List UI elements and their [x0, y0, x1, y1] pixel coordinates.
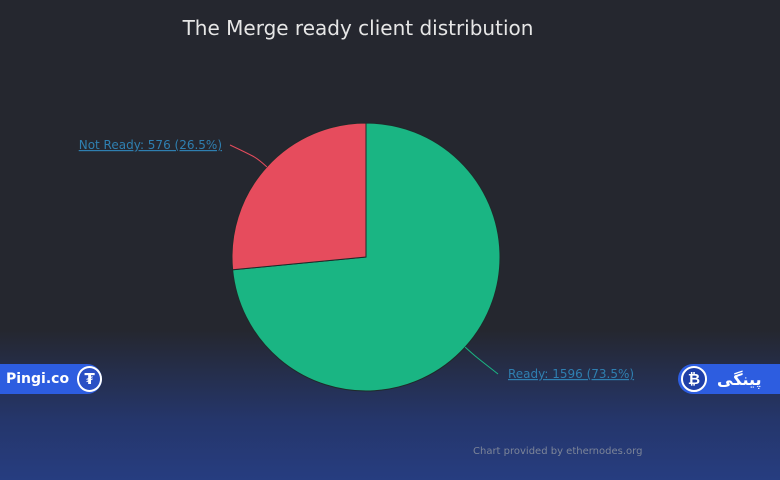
- data-label-ready[interactable]: Ready: 1596 (73.5%): [508, 367, 634, 381]
- data-label-connector: [229, 144, 268, 168]
- watermark-left: Pingi.co ₮: [0, 364, 102, 394]
- watermark-right-text: پینگی: [717, 369, 762, 389]
- tether-icon: ₮: [77, 366, 102, 392]
- data-label-connector: [464, 346, 499, 375]
- data-label-not-ready[interactable]: Not Ready: 576 (26.5%): [79, 138, 222, 152]
- chart-title: The Merge ready client distribution: [182, 16, 534, 40]
- watermark-left-text: Pingi.co: [6, 371, 70, 387]
- chart-credit[interactable]: Chart provided by ethernodes.org: [473, 446, 643, 457]
- pie-slice-not-ready[interactable]: [231, 122, 367, 271]
- bitcoin-icon: ₿: [681, 366, 707, 392]
- watermark-right: ₿ پینگی: [678, 364, 780, 394]
